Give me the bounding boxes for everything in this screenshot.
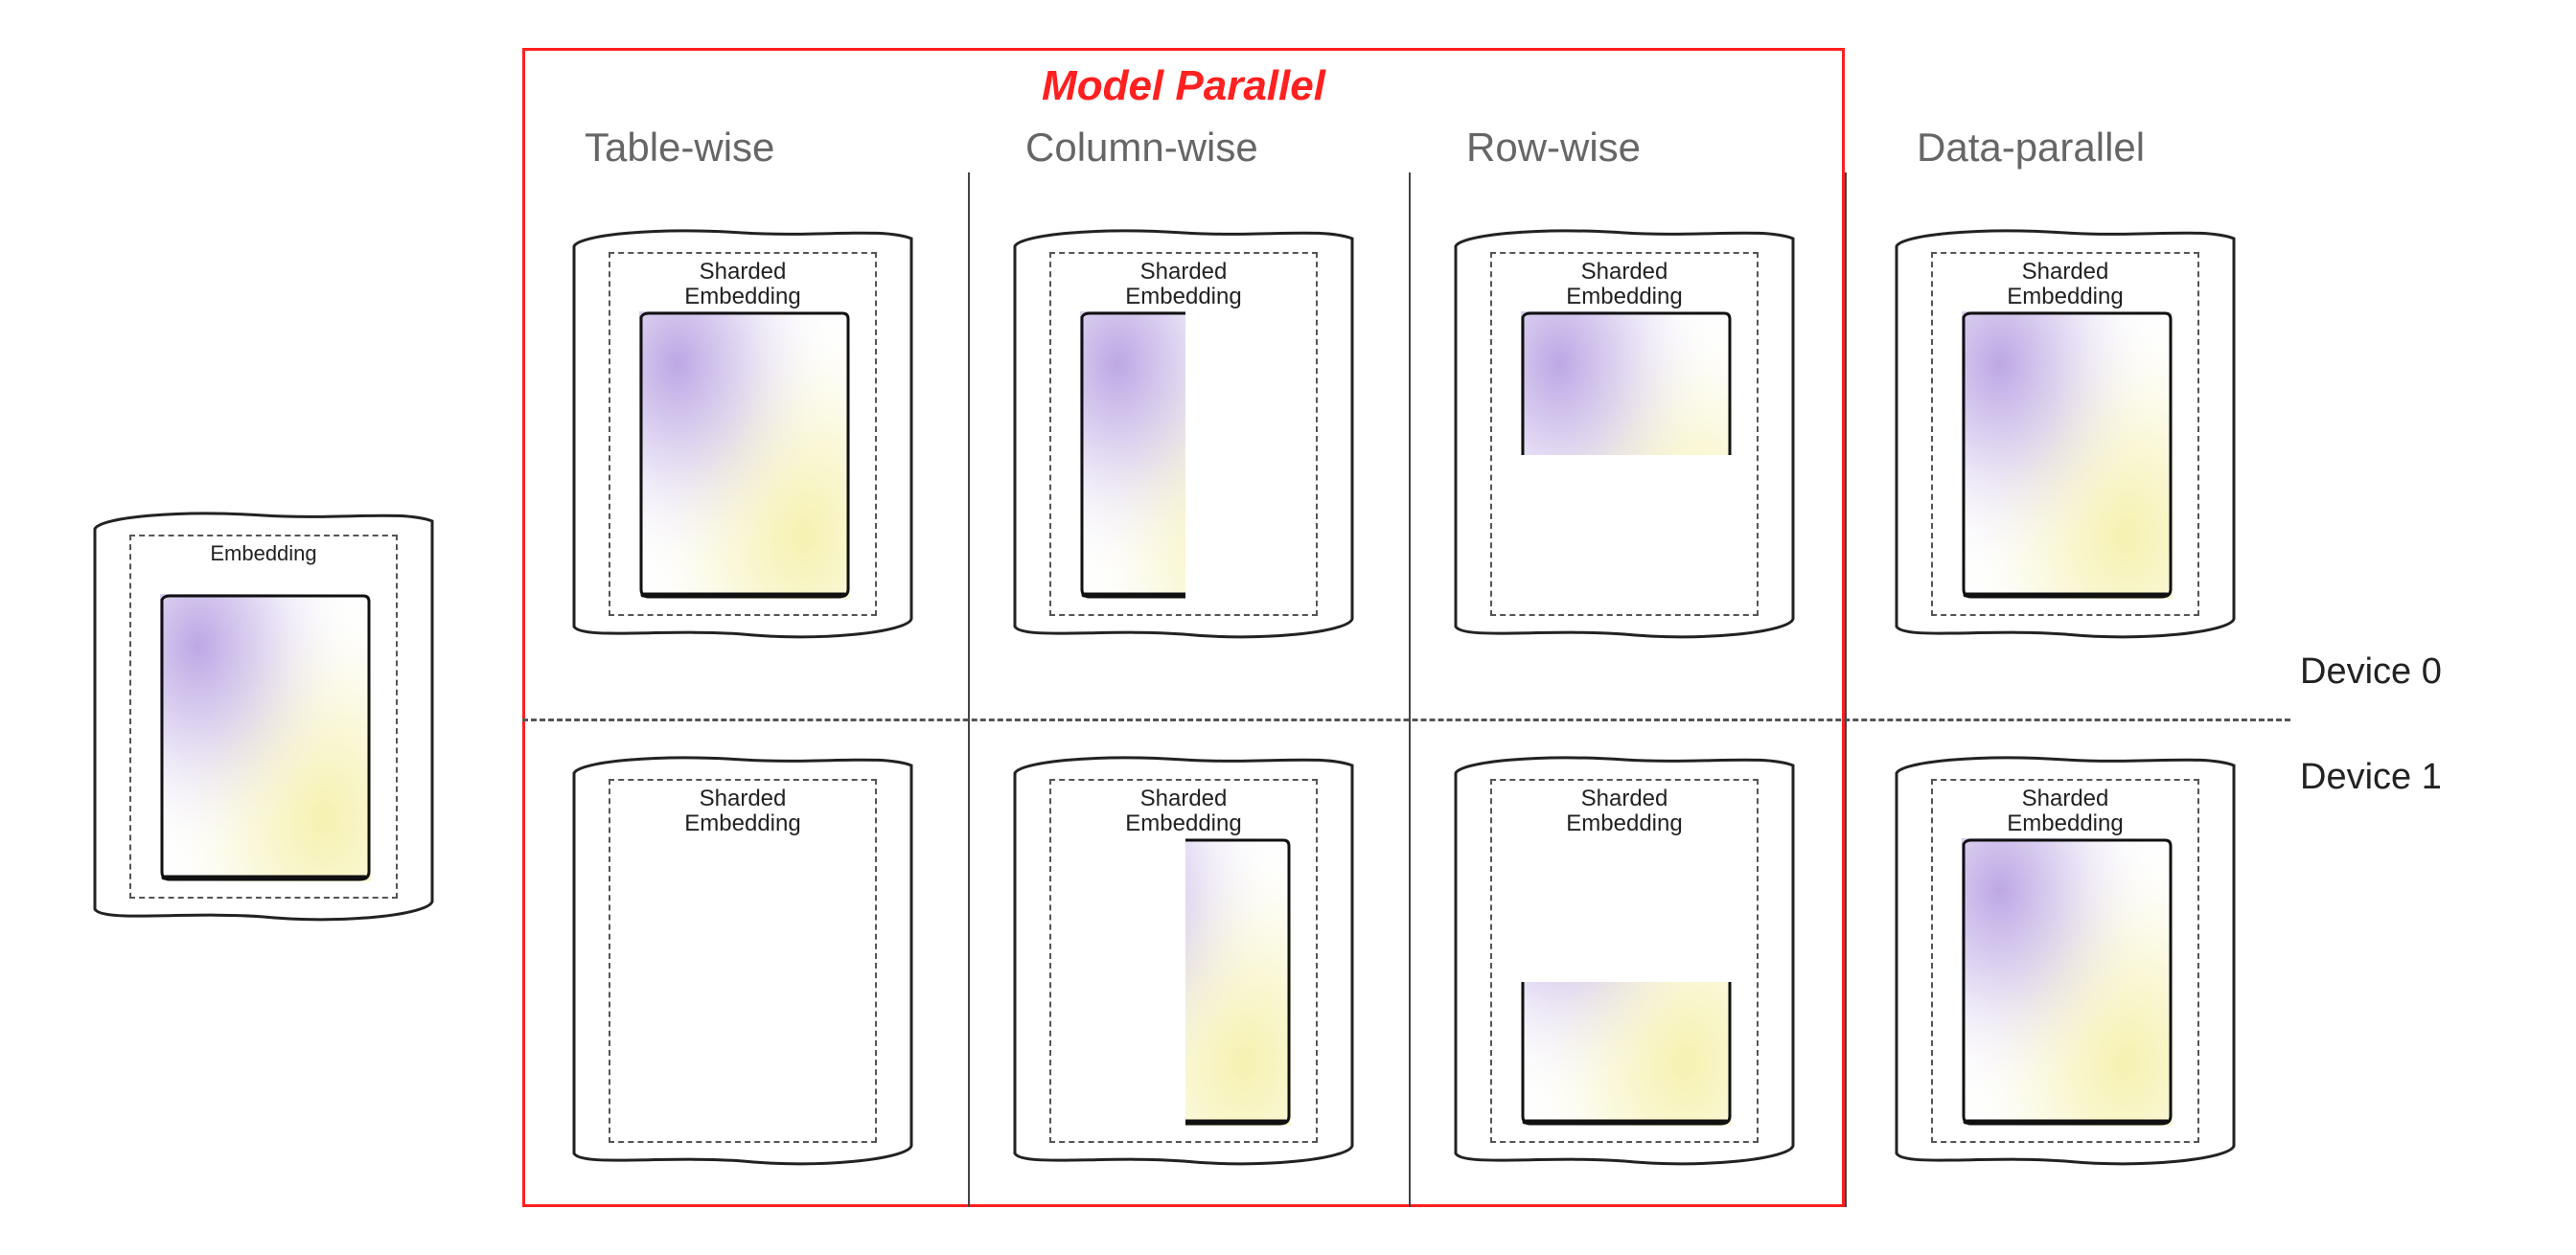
embedding-label: ShardedEmbedding	[610, 787, 875, 837]
dashed-container: ShardedEmbedding	[1490, 252, 1759, 616]
original-embedding-sheet: Embedding	[91, 508, 436, 924]
model-parallel-title: Model Parallel	[522, 62, 1845, 110]
v-divider-1	[968, 172, 970, 1207]
diagram-container: Model Parallel Table-wise Column-wise Ro…	[0, 0, 2576, 1255]
sheet-col2-row0: ShardedEmbedding	[1452, 225, 1797, 642]
embedding-label: Embedding	[131, 542, 396, 565]
sheet-col3-row1: ShardedEmbedding	[1893, 752, 2238, 1169]
header-data-parallel: Data-parallel	[1917, 125, 2145, 171]
header-column-wise: Column-wise	[1025, 125, 1258, 171]
dashed-container: ShardedEmbedding	[1931, 252, 2199, 616]
sheet-col2-row1: ShardedEmbedding	[1452, 752, 1797, 1169]
dashed-container: ShardedEmbedding	[609, 252, 877, 616]
v-divider-3	[1845, 172, 1847, 1207]
header-table-wise: Table-wise	[585, 125, 774, 171]
embedding-label: ShardedEmbedding	[1051, 260, 1316, 310]
sheet-col0-row0: ShardedEmbedding	[570, 225, 915, 642]
dashed-container: ShardedEmbedding	[1931, 779, 2199, 1143]
sheet-col1-row1: ShardedEmbedding	[1011, 752, 1356, 1169]
dashed-container: Embedding	[129, 535, 398, 899]
embedding-label: ShardedEmbedding	[1051, 787, 1316, 837]
embedding-label: ShardedEmbedding	[610, 260, 875, 310]
dashed-container: ShardedEmbedding	[1049, 779, 1318, 1143]
tensor-full	[160, 594, 371, 881]
sheet-col0-row1: ShardedEmbedding	[570, 752, 915, 1169]
header-row-wise: Row-wise	[1466, 125, 1641, 171]
tensor-top-half	[1521, 311, 1732, 599]
dashed-container: ShardedEmbedding	[1049, 252, 1318, 616]
tensor-bottom-half	[1521, 838, 1732, 1126]
embedding-label: ShardedEmbedding	[1492, 787, 1757, 837]
v-divider-2	[1409, 172, 1411, 1207]
tensor-full	[1962, 838, 2173, 1126]
embedding-label: ShardedEmbedding	[1492, 260, 1757, 310]
device-0-label: Device 0	[2300, 651, 2442, 693]
dashed-container: ShardedEmbedding	[609, 779, 877, 1143]
tensor-left-half	[1080, 311, 1291, 599]
tensor-full	[639, 311, 850, 599]
embedding-label: ShardedEmbedding	[1933, 787, 2197, 837]
embedding-label: ShardedEmbedding	[1933, 260, 2197, 310]
tensor-full	[1962, 311, 2173, 599]
tensor-right-half	[1080, 838, 1291, 1126]
device-1-label: Device 1	[2300, 757, 2442, 798]
dashed-container: ShardedEmbedding	[1490, 779, 1759, 1143]
sheet-col3-row0: ShardedEmbedding	[1893, 225, 2238, 642]
sheet-col1-row0: ShardedEmbedding	[1011, 225, 1356, 642]
device-divider	[522, 719, 2290, 721]
